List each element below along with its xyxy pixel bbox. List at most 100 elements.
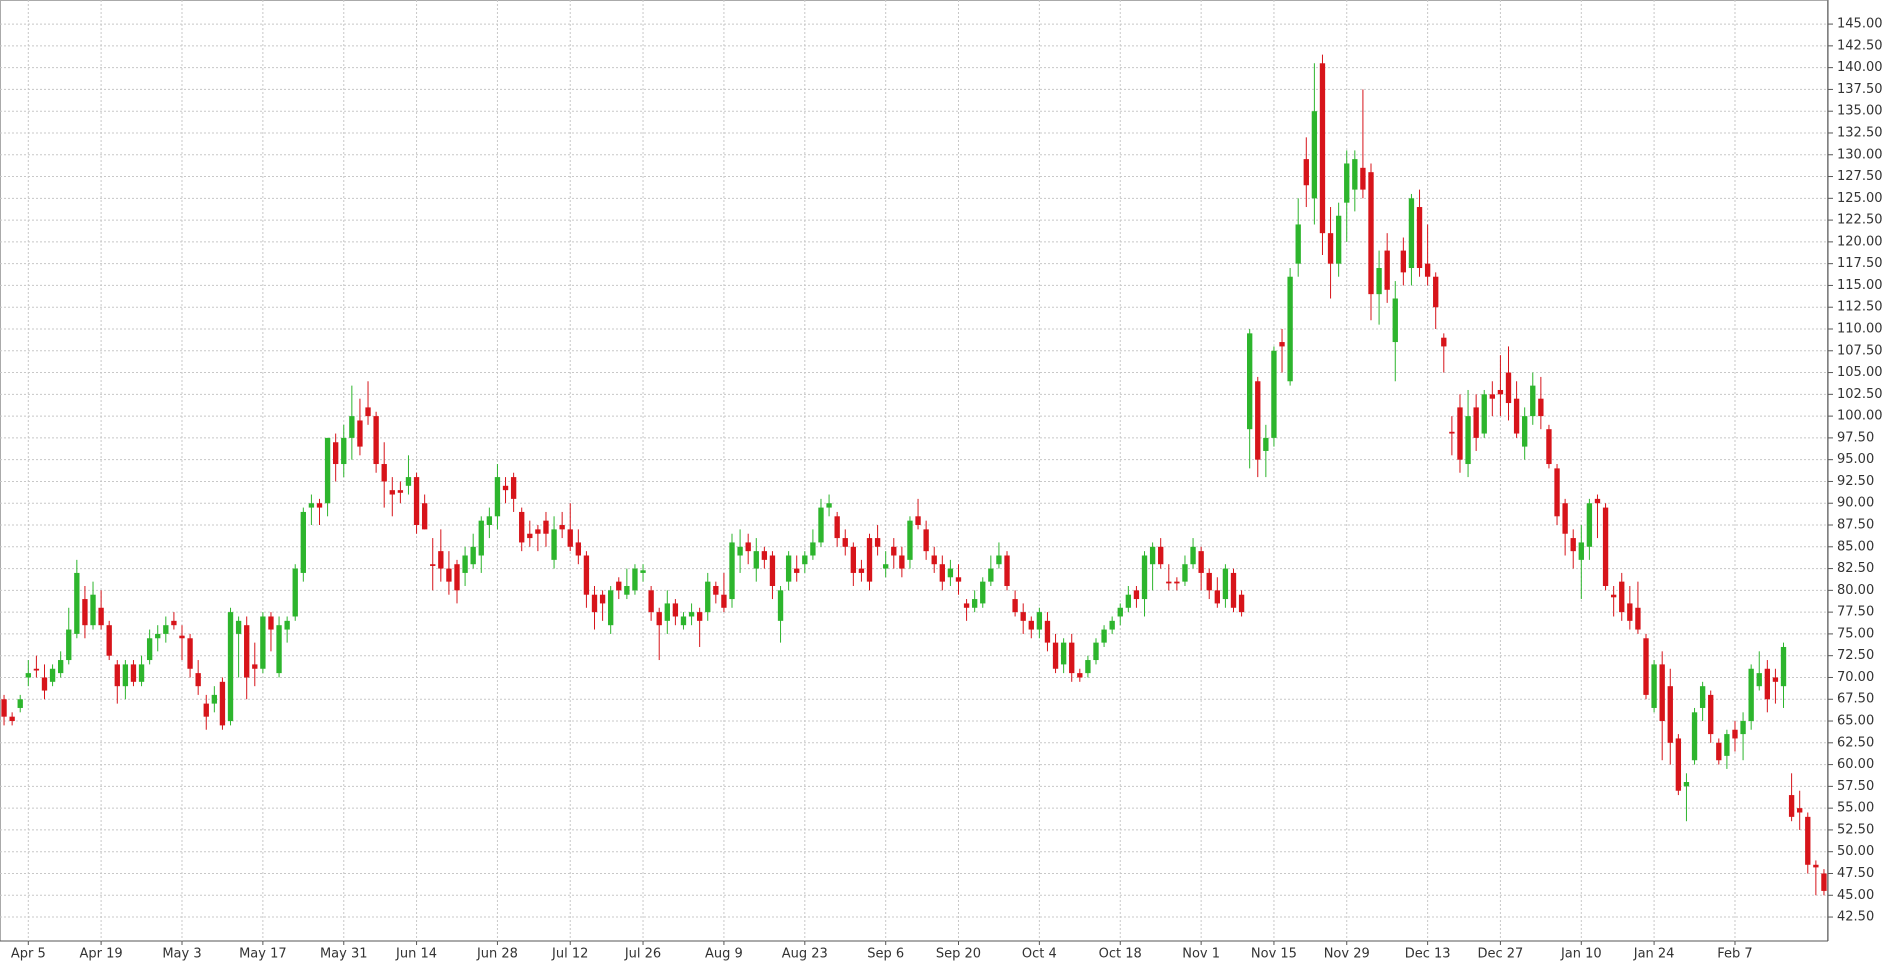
- candle-body: [721, 594, 727, 608]
- candle-body: [866, 538, 873, 582]
- candle-body: [1813, 864, 1819, 868]
- candle-body: [648, 590, 654, 613]
- candle-body: [527, 533, 533, 539]
- candle-body: [260, 616, 266, 669]
- candle-body: [907, 520, 913, 560]
- candle-body: [575, 542, 581, 556]
- candle-body: [1473, 407, 1479, 438]
- candle-body: [1360, 167, 1366, 190]
- candle-body: [1424, 263, 1431, 277]
- candle-body: [858, 568, 865, 573]
- y-tick-label: 107.50: [1837, 343, 1883, 358]
- candle-body: [268, 616, 274, 630]
- candle-body: [1602, 507, 1609, 586]
- candle-body: [931, 555, 937, 565]
- candle-body: [1279, 342, 1285, 347]
- candle-body: [1400, 250, 1407, 273]
- candle-body: [1497, 389, 1504, 395]
- candle-body: [1562, 503, 1568, 534]
- candle-body: [1797, 808, 1803, 813]
- x-tick-label: Dec 27: [1477, 947, 1523, 962]
- candle-body: [785, 555, 792, 582]
- y-tick-label: 62.50: [1837, 735, 1874, 750]
- candle-body: [1708, 694, 1714, 735]
- candle-body: [413, 477, 420, 526]
- y-tick-label: 67.50: [1837, 692, 1874, 707]
- candle-body: [1821, 873, 1827, 891]
- candle-body: [939, 564, 945, 582]
- candle-body: [57, 660, 64, 674]
- plot-area: [0, 0, 1828, 942]
- y-tick-label: 140.00: [1837, 60, 1883, 75]
- candle-body: [1449, 431, 1455, 434]
- candle-body: [923, 529, 929, 552]
- candle-body: [106, 625, 112, 656]
- candle-body: [1230, 572, 1237, 608]
- candle-body: [1716, 742, 1722, 761]
- candle-body: [25, 673, 31, 678]
- candle-body: [1012, 599, 1018, 613]
- candle-body: [1691, 712, 1698, 761]
- candle-body: [98, 607, 104, 626]
- candle-body: [1319, 63, 1326, 234]
- candle-body: [680, 616, 687, 626]
- candle-body: [1699, 686, 1706, 708]
- y-tick-label: 122.50: [1837, 213, 1883, 228]
- x-tick-label: Feb 7: [1717, 947, 1752, 962]
- candle-body: [915, 516, 921, 526]
- candle-body: [1651, 664, 1657, 708]
- y-tick-label: 95.00: [1837, 452, 1874, 467]
- candle-body: [591, 594, 598, 613]
- y-tick-label: 85.00: [1837, 539, 1874, 554]
- candle-body: [1481, 394, 1487, 434]
- y-tick-label: 120.00: [1837, 234, 1883, 249]
- candle-body: [1174, 581, 1180, 584]
- candle-body: [1457, 407, 1463, 460]
- candle-body: [1198, 551, 1204, 573]
- y-tick-label: 97.50: [1837, 430, 1874, 445]
- candle-body: [1352, 159, 1358, 190]
- candle-body: [1416, 207, 1423, 269]
- candle-body: [753, 551, 759, 569]
- candle-body: [1149, 546, 1156, 565]
- candle-body: [122, 664, 129, 687]
- candle-body: [244, 625, 250, 678]
- x-tick-label: Dec 13: [1405, 947, 1451, 962]
- candle-body: [818, 507, 824, 543]
- candle-body: [705, 581, 711, 613]
- y-tick-label: 135.00: [1837, 104, 1883, 119]
- candle-body: [430, 564, 436, 566]
- candle-body: [1772, 677, 1779, 682]
- candle-body: [502, 485, 509, 491]
- x-tick-label: May 31: [320, 947, 368, 962]
- candle-body: [1117, 607, 1123, 617]
- candle-body: [567, 529, 573, 547]
- candle-body: [90, 594, 96, 626]
- candle-body: [1125, 594, 1132, 608]
- y-tick-label: 142.50: [1837, 38, 1883, 53]
- candle-body: [1594, 498, 1601, 504]
- y-tick-label: 90.00: [1837, 496, 1874, 511]
- y-tick-label: 72.50: [1837, 648, 1874, 663]
- candle-body: [1085, 660, 1091, 674]
- candle-body: [1263, 437, 1269, 451]
- candle-body: [74, 572, 80, 634]
- x-tick-label: Jul 26: [624, 947, 661, 962]
- x-tick-label: Nov 1: [1182, 947, 1220, 962]
- candle-body: [980, 581, 986, 604]
- candle-body: [1578, 542, 1584, 560]
- candle-body: [349, 416, 355, 438]
- candle-body: [1255, 381, 1261, 460]
- candle-body: [1392, 298, 1398, 343]
- candle-body: [1513, 398, 1520, 434]
- candle-body: [656, 612, 662, 626]
- candle-body: [1489, 394, 1495, 399]
- candle-body: [1408, 198, 1415, 269]
- candle-body: [49, 668, 56, 682]
- candle-body: [292, 568, 298, 617]
- candle-body: [745, 542, 751, 552]
- x-tick-label: Jan 10: [1560, 947, 1602, 962]
- x-tick-label: Jun 14: [395, 947, 437, 962]
- candle-body: [82, 599, 88, 626]
- candle-body: [227, 612, 234, 722]
